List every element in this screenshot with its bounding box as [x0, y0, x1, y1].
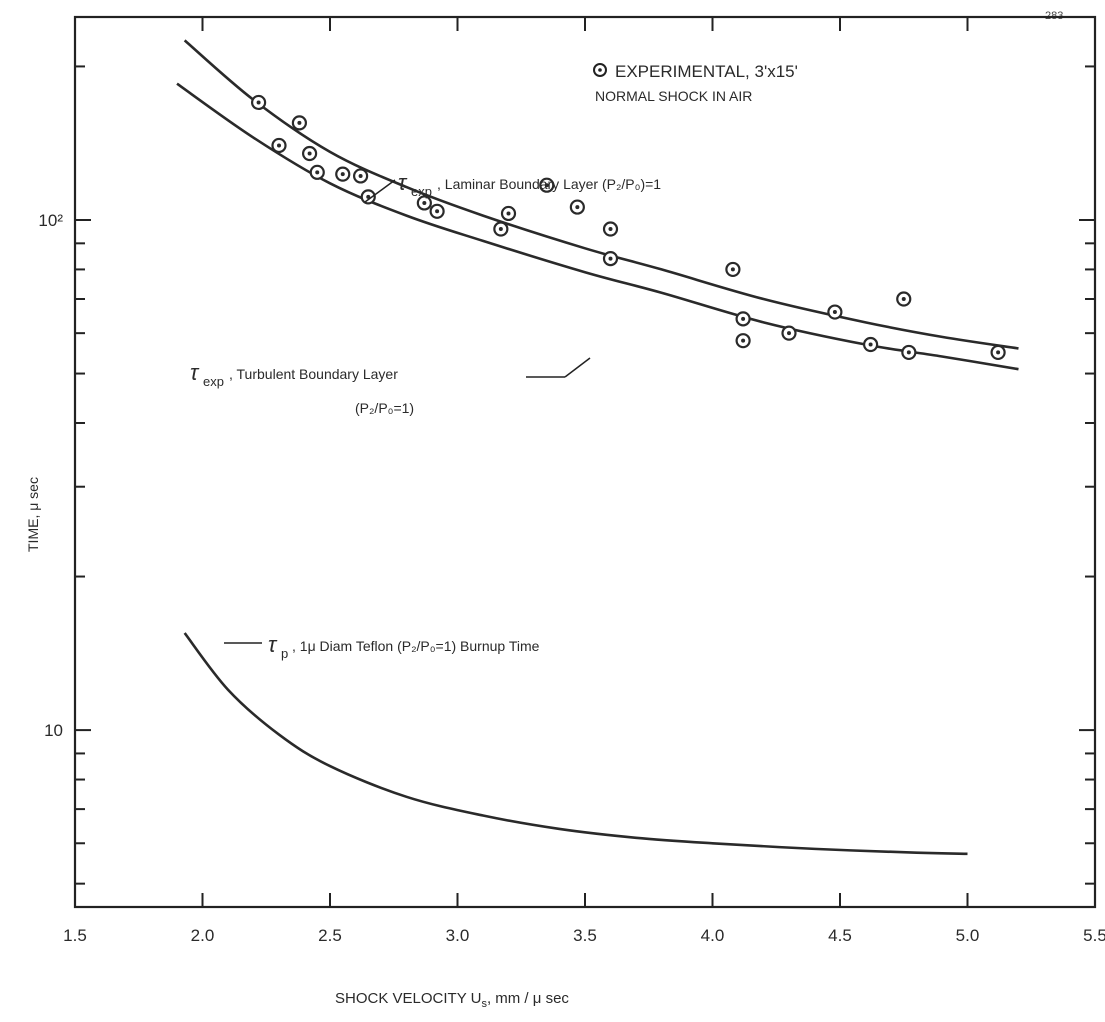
y-tick-label: 10: [44, 721, 63, 740]
experimental-point: [335, 166, 351, 182]
experimental-points: [251, 94, 1006, 361]
leader-laminar: [364, 179, 396, 203]
x-tick-label: 2.5: [318, 926, 342, 945]
legend-marker: [593, 63, 607, 77]
teflon-burnup-curve: [183, 632, 968, 856]
experimental-point: [735, 311, 751, 327]
experimental-point: [416, 195, 432, 211]
annotation-teflon-sub: p: [281, 646, 288, 661]
experimental-point: [302, 145, 318, 162]
annotation-teflon-symbol: τ: [268, 632, 278, 657]
legend-subtitle: NORMAL SHOCK IN AIR: [595, 88, 752, 104]
experimental-point: [271, 137, 287, 154]
experimental-point: [309, 164, 325, 180]
legend: EXPERIMENTAL, 3'x15' NORMAL SHOCK IN AIR: [593, 62, 798, 104]
experimental-point: [500, 205, 517, 222]
experimental-point: [602, 221, 619, 237]
x-axis-label: SHOCK VELOCITY Us, mm / μ sec: [335, 990, 569, 1010]
annotation-teflon: τ p , 1μ Diam Teflon (P₂/P₀=1) Burnup Ti…: [224, 632, 540, 661]
experimental-point: [291, 115, 307, 131]
plot-frame: [73, 15, 1097, 909]
y-tick-label: 10²: [38, 211, 63, 230]
experimental-point: [602, 251, 619, 267]
experimental-point: [429, 203, 445, 219]
x-tick-label: 4.0: [701, 926, 725, 945]
ticks: 1.5 2.0 2.5 3.0 3.5 4.0 4.5 5.0 5.5 10 10²: [38, 17, 1105, 945]
experimental-point: [353, 168, 369, 184]
experimental-point: [539, 177, 555, 193]
leader-turbulent: [564, 357, 591, 378]
experimental-point: [901, 344, 917, 361]
experimental-point: [569, 199, 585, 215]
experimental-point: [735, 333, 751, 349]
annotation-turbulent-sub: exp: [203, 374, 224, 389]
experimental-point: [896, 291, 912, 307]
experimental-point: [781, 325, 797, 341]
experimental-point: [251, 94, 267, 111]
x-tick-label: 2.0: [191, 926, 215, 945]
annotation-turbulent: τ exp , Turbulent Boundary Layer (P₂/P₀=…: [190, 357, 591, 416]
x-tick-label: 1.5: [63, 926, 87, 945]
annotation-laminar: τ exp , Laminar Boundary Layer (P₂/P₀)=1: [364, 170, 661, 203]
experimental-point: [493, 221, 509, 237]
x-tick-label: 4.5: [828, 926, 852, 945]
y-axis-label: TIME, μ sec: [25, 477, 41, 552]
x-tick-label: 3.5: [573, 926, 597, 945]
annotation-turbulent-text: , Turbulent Boundary Layer: [229, 366, 398, 382]
x-tick-label: 3.0: [446, 926, 470, 945]
experimental-point: [990, 344, 1006, 361]
curves: [176, 39, 1019, 856]
annotation-laminar-sub: exp: [411, 184, 432, 199]
annotation-laminar-symbol: τ: [398, 170, 408, 195]
annotation-turbulent-symbol: τ: [190, 360, 200, 385]
annotation-turbulent-text2: (P₂/P₀=1): [355, 400, 414, 416]
annotation-teflon-text: , 1μ Diam Teflon (P₂/P₀=1) Burnup Time: [292, 638, 540, 654]
experimental-point: [360, 189, 376, 205]
laminar-curve: [183, 39, 1019, 350]
annotation-laminar-text: , Laminar Boundary Layer (P₂/P₀)=1: [437, 176, 661, 192]
experimental-point: [862, 336, 879, 353]
legend-label: EXPERIMENTAL, 3'x15': [615, 62, 798, 81]
experimental-point: [827, 304, 843, 320]
x-tick-label: 5.5: [1083, 926, 1105, 945]
experimental-point: [725, 261, 741, 278]
x-tick-label: 5.0: [956, 926, 980, 945]
